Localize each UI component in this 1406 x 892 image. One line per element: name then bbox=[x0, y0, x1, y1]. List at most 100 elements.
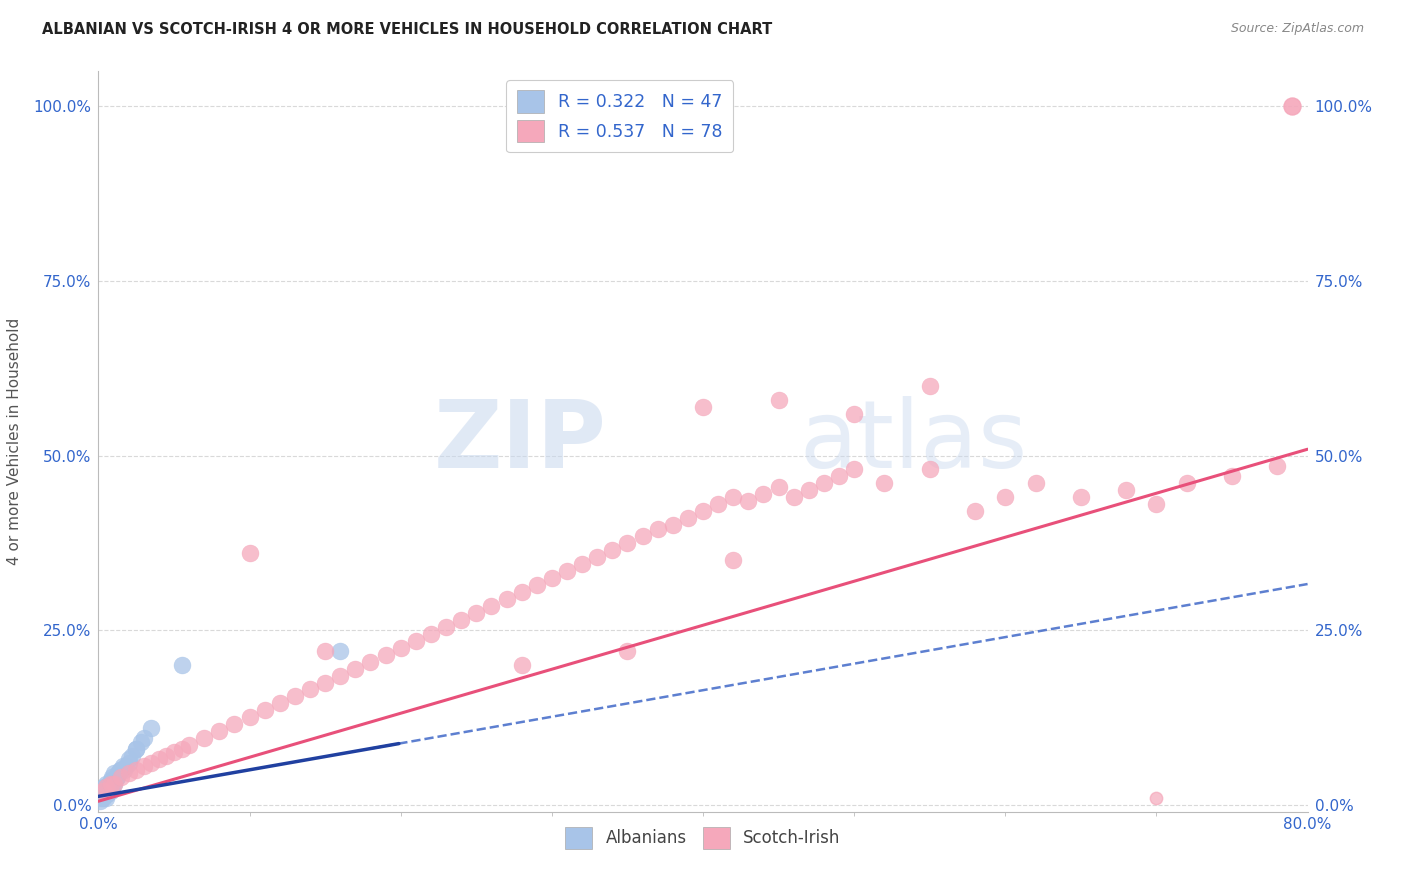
Point bbox=[132, 759, 155, 773]
Point bbox=[93, 787, 115, 801]
Point bbox=[108, 763, 131, 777]
Point bbox=[103, 777, 125, 791]
Point bbox=[752, 487, 775, 501]
Point bbox=[661, 518, 683, 533]
Point bbox=[1146, 497, 1168, 511]
Point bbox=[692, 400, 714, 414]
Point bbox=[208, 724, 231, 739]
Point bbox=[224, 717, 246, 731]
Point bbox=[239, 710, 262, 724]
Point bbox=[737, 494, 759, 508]
Point bbox=[1024, 476, 1046, 491]
Point bbox=[114, 759, 136, 773]
Point bbox=[647, 522, 669, 536]
Point bbox=[125, 763, 148, 777]
Point bbox=[103, 766, 125, 780]
Point bbox=[94, 790, 117, 805]
Point bbox=[797, 483, 820, 498]
Point bbox=[1115, 483, 1137, 498]
Point bbox=[94, 787, 117, 801]
Point bbox=[586, 549, 609, 564]
Point bbox=[299, 682, 322, 697]
Point bbox=[91, 787, 114, 801]
Point bbox=[91, 790, 114, 805]
Point bbox=[107, 766, 129, 780]
Point bbox=[98, 784, 121, 798]
Point bbox=[100, 784, 122, 798]
Point bbox=[96, 784, 118, 798]
Point bbox=[96, 780, 118, 795]
Point bbox=[1281, 99, 1303, 113]
Point bbox=[90, 787, 112, 801]
Point bbox=[360, 655, 382, 669]
Point bbox=[100, 777, 122, 791]
Point bbox=[94, 784, 117, 798]
Point bbox=[450, 613, 472, 627]
Point bbox=[918, 462, 941, 476]
Point bbox=[844, 462, 866, 476]
Point bbox=[602, 542, 624, 557]
Point bbox=[89, 794, 111, 808]
Point bbox=[96, 787, 118, 801]
Text: atlas: atlas bbox=[800, 395, 1028, 488]
Point bbox=[329, 644, 352, 658]
Point bbox=[540, 571, 562, 585]
Point bbox=[344, 661, 367, 675]
Point bbox=[121, 748, 143, 763]
Point bbox=[965, 504, 987, 518]
Point bbox=[571, 557, 593, 571]
Point bbox=[110, 763, 132, 777]
Point bbox=[253, 703, 276, 717]
Point bbox=[434, 619, 457, 633]
Point bbox=[873, 476, 896, 491]
Point bbox=[1267, 458, 1289, 473]
Point bbox=[101, 770, 124, 784]
Point bbox=[125, 742, 148, 756]
Point bbox=[103, 773, 125, 788]
Point bbox=[105, 770, 128, 784]
Legend: Albanians, Scotch-Irish: Albanians, Scotch-Irish bbox=[558, 821, 848, 855]
Point bbox=[707, 497, 730, 511]
Point bbox=[118, 756, 141, 770]
Point bbox=[389, 640, 412, 655]
Point bbox=[844, 407, 866, 421]
Point bbox=[104, 773, 127, 788]
Point bbox=[314, 675, 336, 690]
Point bbox=[239, 546, 262, 560]
Point bbox=[481, 599, 503, 613]
Point bbox=[526, 578, 548, 592]
Point bbox=[616, 644, 638, 658]
Point bbox=[141, 721, 163, 735]
Point bbox=[155, 748, 177, 763]
Text: ALBANIAN VS SCOTCH-IRISH 4 OR MORE VEHICLES IN HOUSEHOLD CORRELATION CHART: ALBANIAN VS SCOTCH-IRISH 4 OR MORE VEHIC… bbox=[42, 22, 772, 37]
Point bbox=[828, 469, 851, 483]
Point bbox=[813, 476, 835, 491]
Point bbox=[100, 777, 122, 791]
Point bbox=[1146, 790, 1168, 805]
Point bbox=[105, 770, 128, 784]
Point bbox=[148, 752, 170, 766]
Point bbox=[179, 739, 201, 753]
Point bbox=[405, 633, 427, 648]
Point bbox=[374, 648, 396, 662]
Point bbox=[170, 742, 193, 756]
Point bbox=[284, 690, 307, 704]
Point bbox=[768, 480, 790, 494]
Point bbox=[170, 658, 193, 673]
Point bbox=[676, 511, 699, 525]
Point bbox=[98, 780, 121, 795]
Point bbox=[91, 784, 114, 798]
Text: Source: ZipAtlas.com: Source: ZipAtlas.com bbox=[1230, 22, 1364, 36]
Point bbox=[994, 491, 1017, 505]
Point bbox=[420, 626, 443, 640]
Point bbox=[555, 564, 578, 578]
Point bbox=[193, 731, 215, 746]
Point bbox=[100, 773, 122, 788]
Point bbox=[101, 780, 124, 795]
Point bbox=[314, 644, 336, 658]
Text: ZIP: ZIP bbox=[433, 395, 606, 488]
Point bbox=[118, 766, 141, 780]
Point bbox=[110, 763, 132, 777]
Point bbox=[94, 777, 117, 791]
Point bbox=[91, 784, 114, 798]
